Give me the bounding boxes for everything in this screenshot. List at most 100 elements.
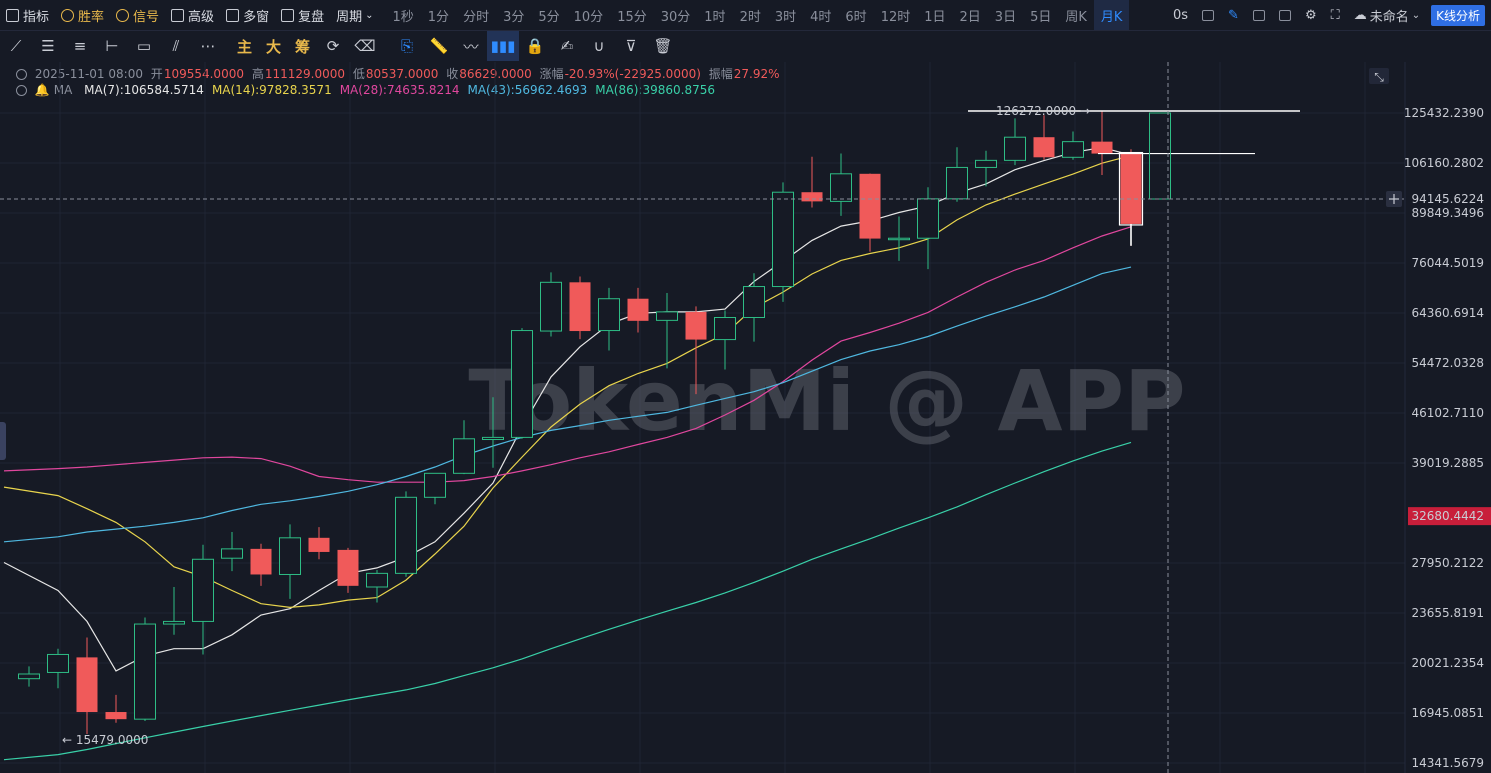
candle-body [1091,141,1113,154]
collapse-icon[interactable] [16,69,27,80]
period-tab[interactable]: 1秒 [392,9,414,25]
left-collapse-tab[interactable] [0,422,6,460]
kline-analysis-button[interactable]: K线分析 [1431,4,1485,26]
big-order-button[interactable]: 大 [265,37,281,56]
layout-name-dropdown[interactable]: ☁ 未命名 ⌄ [1347,0,1427,30]
layout-name-label: 未命名 [1369,9,1409,25]
ruler-icon[interactable]: 📏 [429,37,449,55]
horizontal-ray-icon[interactable]: ⊢ [105,37,119,55]
price-tick-label: 27950.2122 [1411,556,1484,570]
chevron-down-icon: ⌄ [365,9,374,21]
top-toolbar: 指标 胜率 信号 高级 多窗 复盘 周期 ⌄ 1秒 1分 分时 3分 5分 10分 15分 30分 1时 2时 3… [0,0,1491,31]
fib-icon[interactable]: ⫽ [172,37,180,55]
candle-body [627,298,649,321]
crosshair-price-box [1408,190,1491,208]
multi-window-button[interactable]: 多窗 [220,0,275,30]
period-tab[interactable]: 3时 [774,9,797,25]
period-tab[interactable]: 3分 [503,9,525,25]
period-tab[interactable]: 1分 [427,9,450,25]
clear-drawing-icon[interactable]: ⌫ [354,37,376,55]
indicator-button[interactable]: 指标 [0,0,55,30]
magnet-icon[interactable]: ∪ [593,37,605,55]
ma-legend-item: MA(7):106584.5714 [84,83,204,97]
settings-panel-icon[interactable] [1272,0,1298,30]
note-icon[interactable]: ✍ [560,37,574,55]
bell-icon[interactable]: 🔔 [34,83,50,97]
ma-legend: 🔔 MA MA(7):106584.5714 MA(14):97828.3571 MA… [16,83,727,97]
period-tab[interactable]: 10分 [573,9,604,25]
main-indicator-button[interactable]: 主 [236,37,252,56]
candle-body [1120,153,1142,224]
signal-button-label: 信号 [133,9,160,25]
parallel-lines-icon[interactable]: ☰ [41,37,55,55]
high-value: 111129.0000 [264,67,345,81]
advanced-button[interactable]: 高级 [165,0,220,30]
period-tab[interactable]: 1时 [704,9,726,25]
advanced-icon [171,8,185,22]
period-tab[interactable]: 4时 [810,9,832,25]
candle-body [76,657,98,713]
candle-type-icon[interactable]: ▮▮▮ [487,31,519,61]
winrate-button[interactable]: 胜率 [55,0,110,30]
candle-body [482,436,504,441]
ma-collapse-icon[interactable] [16,85,27,96]
chip-button[interactable]: 筹 [294,37,310,56]
refresh-icon[interactable]: ⟳ [326,37,340,55]
period-tab[interactable]: 30分 [660,9,691,25]
candle-body [714,317,736,341]
candle-body [250,548,272,575]
horizontal-lines-icon[interactable]: ≡ [73,37,87,55]
change-value: -20.93%(-22925.0000) [564,67,701,81]
period-tab[interactable]: 5分 [538,9,560,25]
close-label: 收 [446,67,459,81]
period-tab[interactable]: 分时 [463,9,490,25]
change-label: 涨幅 [539,67,564,81]
candle-body [134,623,156,720]
bookmark-icon[interactable]: ⎘ [400,37,413,55]
candle-body [830,173,852,202]
period-tab[interactable]: 月K [1093,0,1130,30]
period-tab[interactable]: 15分 [617,9,647,25]
period-tab[interactable]: 周K [1065,9,1087,25]
chevron-down-icon: ⌄ [1411,9,1421,21]
period-tab[interactable]: 12时 [880,9,911,25]
gear-icon[interactable]: ⚙ [1304,7,1317,23]
ma-line [3,226,1132,483]
period-tab[interactable]: 2日 [959,9,981,25]
candle-body [192,558,214,622]
period-tab[interactable]: 2时 [739,9,761,25]
price-tick-label: 76044.5019 [1411,256,1484,270]
right-toolbar: 0s ✎ ⚙ ⛶ ☁ 未命名 ⌄ K线分析 [1166,0,1491,30]
candle-body [395,496,417,574]
period-tab[interactable]: 3日 [994,9,1017,25]
price-tick-label: 54472.0328 [1411,356,1484,370]
period-dropdown[interactable]: 周期 ⌄ [330,0,379,30]
candle-body [337,549,359,586]
trend-line-icon[interactable]: ⟋ [10,37,22,55]
last-price-label: 32680.4442 [1411,509,1484,523]
filter-icon[interactable]: ⊽ [625,37,637,55]
link-icon[interactable] [1246,0,1272,30]
price-tick-label: 89849.3496 [1411,206,1484,220]
period-tab[interactable]: 1日 [924,9,946,25]
ma-line [3,441,1132,761]
draw-curve-icon[interactable]: 〰 [463,37,479,56]
signal-button[interactable]: 信号 [110,0,165,30]
period-tab[interactable]: 5日 [1030,9,1052,25]
camera-icon[interactable] [1195,0,1221,30]
pencil-icon[interactable]: ✎ [1228,7,1239,23]
indicator-icon [6,8,19,22]
winrate-icon [61,8,75,22]
trash-icon[interactable]: 🗑 [653,37,673,55]
rectangle-icon[interactable]: ▭ [136,37,152,55]
ma-legend-item: MA(28):74635.8214 [339,83,460,97]
candle-body [1062,141,1084,158]
fullscreen-icon[interactable]: ⛶ [1330,7,1340,23]
period-tab[interactable]: 6时 [845,9,867,25]
lock-icon[interactable]: 🔒 [525,37,545,55]
replay-button[interactable]: 复盘 [275,0,330,30]
candle-body [366,572,388,588]
replay-icon [281,8,295,22]
more-icon[interactable]: ⋯ [200,37,216,55]
